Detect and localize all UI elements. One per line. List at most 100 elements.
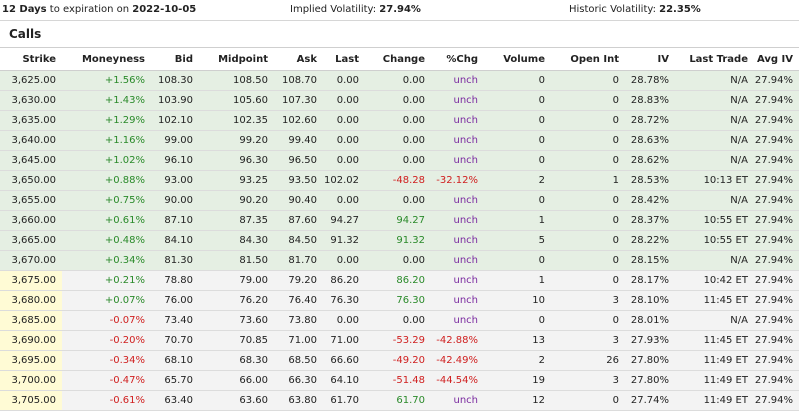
last-cell: 0.00	[323, 130, 365, 151]
strike-cell[interactable]: 3,705.00	[0, 390, 62, 411]
pct-change-cell: -42.88%	[431, 330, 484, 351]
avg-iv-cell: 27.94%	[754, 370, 799, 391]
strike-cell[interactable]: 3,640.00	[0, 130, 62, 151]
strike-cell[interactable]: 3,695.00	[0, 350, 62, 371]
strike-cell[interactable]: 3,635.00	[0, 110, 62, 131]
moneyness-cell: +0.88%	[62, 170, 151, 191]
strike-cell[interactable]: 3,675.00	[0, 270, 62, 291]
table-row[interactable]: 3,625.00 +1.56% 108.30 108.50 108.70 0.00 0.00…	[0, 70, 799, 91]
historic-vol-value: 22.35%	[659, 4, 701, 15]
change-cell: 61.70	[365, 390, 431, 411]
volume-cell: 0	[484, 150, 551, 171]
pct-change-cell: -32.12%	[431, 170, 484, 191]
table-row[interactable]: 3,690.00 -0.20% 70.70 70.85 71.00 71.00 -53.29…	[0, 330, 799, 351]
column-header-last[interactable]: Last	[323, 48, 365, 71]
bid-cell: 87.10	[151, 210, 199, 231]
avg-iv-cell: 27.94%	[754, 390, 799, 411]
volume-cell: 0	[484, 110, 551, 131]
table-row[interactable]: 3,670.00 +0.34% 81.30 81.50 81.70 0.00 0.00 unc…	[0, 250, 799, 271]
midpoint-cell: 96.30	[199, 150, 274, 171]
table-row[interactable]: 3,705.00 -0.61% 63.40 63.60 63.80 61.70 61.70 u…	[0, 390, 799, 411]
avg-iv-cell: 27.94%	[754, 130, 799, 151]
expiration-date: 2022-10-05	[132, 4, 197, 15]
moneyness-cell: +1.43%	[62, 90, 151, 111]
table-row[interactable]: 3,675.00 +0.21% 78.80 79.00 79.20 86.20 86.20 u…	[0, 270, 799, 291]
strike-cell[interactable]: 3,700.00	[0, 370, 62, 391]
volume-cell: 19	[484, 370, 551, 391]
last-cell: 76.30	[323, 290, 365, 311]
bid-cell: 84.10	[151, 230, 199, 251]
historic-volatility: Historic Volatility: 22.35%	[569, 4, 701, 15]
table-row[interactable]: 3,660.00 +0.61% 87.10 87.35 87.60 94.27 94.27 u…	[0, 210, 799, 231]
bid-cell: 102.10	[151, 110, 199, 131]
column-header-bid[interactable]: Bid	[151, 48, 199, 71]
strike-cell[interactable]: 3,665.00	[0, 230, 62, 251]
ask-cell: 99.40	[274, 130, 323, 151]
change-cell: 91.32	[365, 230, 431, 251]
strike-cell[interactable]: 3,660.00	[0, 210, 62, 231]
column-header-open-interest[interactable]: Open Int	[551, 48, 625, 71]
pct-change-cell: unch	[431, 150, 484, 171]
ask-cell: 108.70	[274, 70, 323, 91]
open-interest-cell: 0	[551, 110, 625, 131]
bid-cell: 90.00	[151, 190, 199, 211]
column-header-change[interactable]: Change	[365, 48, 431, 71]
last-trade-cell: 11:45 ET	[675, 290, 754, 311]
moneyness-cell: -0.61%	[62, 390, 151, 411]
change-cell: -49.20	[365, 350, 431, 371]
table-row[interactable]: 3,640.00 +1.16% 99.00 99.20 99.40 0.00 0.00 unc…	[0, 130, 799, 151]
strike-cell[interactable]: 3,630.00	[0, 90, 62, 111]
change-cell: 0.00	[365, 250, 431, 271]
column-header-midpoint[interactable]: Midpoint	[199, 48, 274, 71]
table-row[interactable]: 3,685.00 -0.07% 73.40 73.60 73.80 0.00 0.00 unc…	[0, 310, 799, 331]
strike-cell[interactable]: 3,670.00	[0, 250, 62, 271]
column-header-pct-change[interactable]: %Chg	[431, 48, 484, 71]
strike-cell[interactable]: 3,625.00	[0, 70, 62, 91]
change-cell: 0.00	[365, 310, 431, 331]
table-row[interactable]: 3,650.00 +0.88% 93.00 93.25 93.50 102.02 -48.2…	[0, 170, 799, 191]
table-row[interactable]: 3,695.00 -0.34% 68.10 68.30 68.50 66.60 -49.20…	[0, 350, 799, 371]
column-header-last-trade[interactable]: Last Trade	[675, 48, 754, 71]
moneyness-cell: +0.75%	[62, 190, 151, 211]
strike-cell[interactable]: 3,680.00	[0, 290, 62, 311]
last-trade-cell: 11:49 ET	[675, 370, 754, 391]
last-cell: 0.00	[323, 90, 365, 111]
table-row[interactable]: 3,665.00 +0.48% 84.10 84.30 84.50 91.32 91.32 u…	[0, 230, 799, 251]
ask-cell: 71.00	[274, 330, 323, 351]
column-header-strike[interactable]: Strike	[0, 48, 62, 71]
column-header-avg-iv[interactable]: Avg IV	[754, 48, 799, 71]
iv-cell: 28.63%	[625, 130, 675, 151]
open-interest-cell: 0	[551, 90, 625, 111]
strike-cell[interactable]: 3,650.00	[0, 170, 62, 191]
moneyness-cell: +1.29%	[62, 110, 151, 131]
midpoint-cell: 79.00	[199, 270, 274, 291]
strike-cell[interactable]: 3,655.00	[0, 190, 62, 211]
column-header-moneyness[interactable]: Moneyness	[62, 48, 151, 71]
table-row[interactable]: 3,700.00 -0.47% 65.70 66.00 66.30 64.10 -51.48…	[0, 370, 799, 391]
historic-vol-label: Historic Volatility:	[569, 4, 656, 15]
midpoint-cell: 93.25	[199, 170, 274, 191]
strike-cell[interactable]: 3,645.00	[0, 150, 62, 171]
midpoint-cell: 70.85	[199, 330, 274, 351]
strike-cell[interactable]: 3,690.00	[0, 330, 62, 351]
last-trade-cell: 11:49 ET	[675, 390, 754, 411]
ask-cell: 63.80	[274, 390, 323, 411]
ask-cell: 66.30	[274, 370, 323, 391]
strike-cell[interactable]: 3,685.00	[0, 310, 62, 331]
pct-change-cell: -44.54%	[431, 370, 484, 391]
ask-cell: 90.40	[274, 190, 323, 211]
bid-cell: 108.30	[151, 70, 199, 91]
volume-cell: 0	[484, 130, 551, 151]
table-row[interactable]: 3,645.00 +1.02% 96.10 96.30 96.50 0.00 0.00 unc…	[0, 150, 799, 171]
open-interest-cell: 1	[551, 170, 625, 191]
table-row[interactable]: 3,635.00 +1.29% 102.10 102.35 102.60 0.00 0.00…	[0, 110, 799, 131]
table-row[interactable]: 3,655.00 +0.75% 90.00 90.20 90.40 0.00 0.00 unc…	[0, 190, 799, 211]
column-header-volume[interactable]: Volume	[484, 48, 551, 71]
avg-iv-cell: 27.94%	[754, 230, 799, 251]
column-header-iv[interactable]: IV	[625, 48, 675, 71]
change-cell: 0.00	[365, 70, 431, 91]
last-trade-cell: N/A	[675, 150, 754, 171]
table-row[interactable]: 3,680.00 +0.07% 76.00 76.20 76.40 76.30 76.30 u…	[0, 290, 799, 311]
table-row[interactable]: 3,630.00 +1.43% 103.90 105.60 107.30 0.00 0.00…	[0, 90, 799, 111]
column-header-ask[interactable]: Ask	[274, 48, 323, 71]
